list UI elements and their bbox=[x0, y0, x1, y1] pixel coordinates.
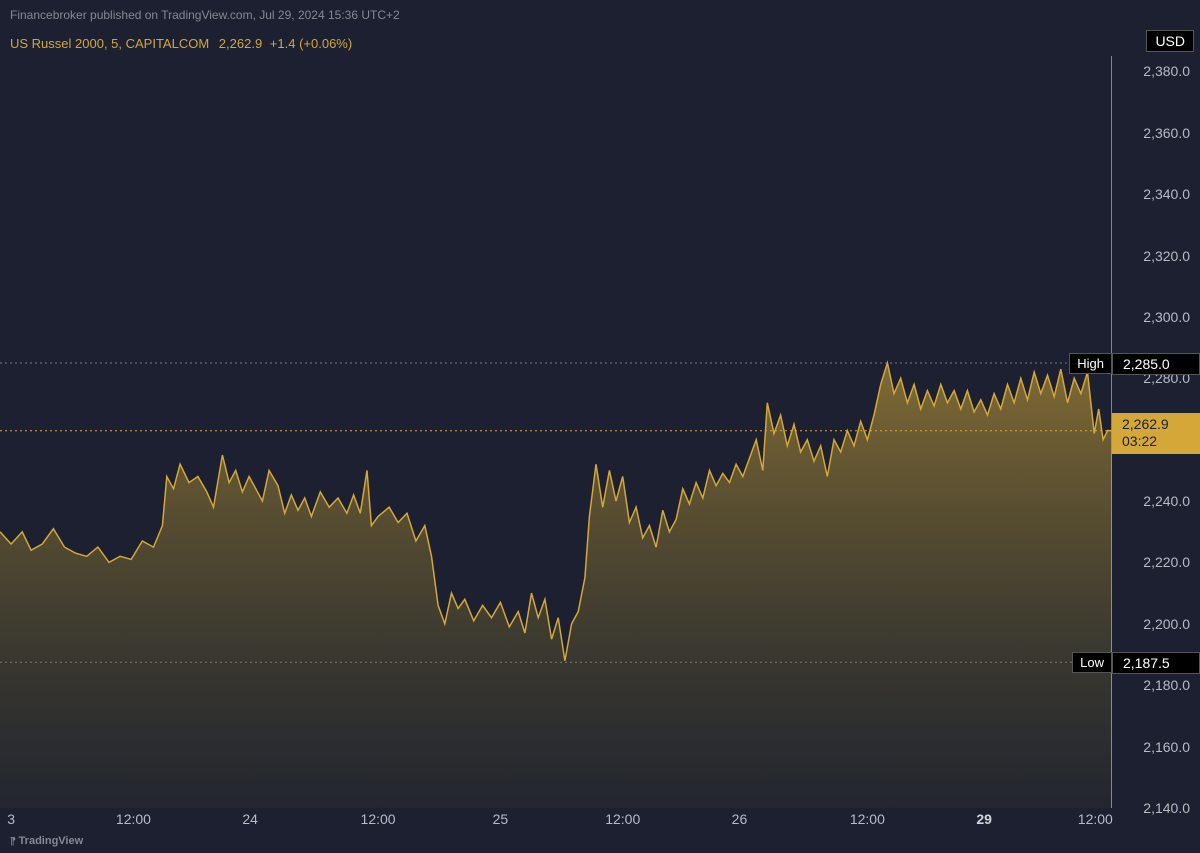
current-price-value: 2,262.9 bbox=[1122, 416, 1190, 434]
y-tick-label: 2,200.0 bbox=[1143, 616, 1190, 632]
high-value: 2,285.0 bbox=[1112, 353, 1200, 375]
y-tick-label: 2,320.0 bbox=[1143, 248, 1190, 264]
y-tick-label: 2,180.0 bbox=[1143, 677, 1190, 693]
countdown: 03:22 bbox=[1122, 433, 1190, 451]
y-tick-label: 2,220.0 bbox=[1143, 554, 1190, 570]
y-tick-label: 2,300.0 bbox=[1143, 309, 1190, 325]
x-tick-label: 12:00 bbox=[850, 811, 885, 827]
low-label: Low bbox=[1072, 652, 1112, 673]
y-tick-label: 2,380.0 bbox=[1143, 63, 1190, 79]
x-tick-label: 25 bbox=[493, 811, 509, 827]
low-value: 2,187.5 bbox=[1112, 652, 1200, 674]
high-label: High bbox=[1069, 353, 1112, 374]
x-axis: 3 12:00 24 12:00 25 12:00 26 12:00 29 12:00 bbox=[0, 811, 1112, 835]
y-tick-label: 2,240.0 bbox=[1143, 493, 1190, 509]
publish-info: Financebroker published on TradingView.c… bbox=[10, 8, 400, 22]
y-tick-label: 2,140.0 bbox=[1143, 800, 1190, 816]
x-tick-label: 3 bbox=[7, 811, 15, 827]
price-chart-svg bbox=[0, 28, 1112, 818]
current-price-badge: 2,262.9 03:22 bbox=[1112, 413, 1200, 454]
x-tick-label: 12:00 bbox=[361, 811, 396, 827]
y-tick-label: 2,360.0 bbox=[1143, 125, 1190, 141]
x-tick-label: 12:00 bbox=[1078, 811, 1113, 827]
x-tick-label: 29 bbox=[976, 811, 992, 827]
y-tick-label: 2,160.0 bbox=[1143, 739, 1190, 755]
x-tick-label: 12:00 bbox=[116, 811, 151, 827]
tradingview-logo: TradingView bbox=[10, 835, 83, 847]
x-tick-label: 12:00 bbox=[605, 811, 640, 827]
chart-area[interactable] bbox=[0, 28, 1112, 818]
y-tick-label: 2,340.0 bbox=[1143, 186, 1190, 202]
x-tick-label: 26 bbox=[732, 811, 748, 827]
x-tick-label: 24 bbox=[242, 811, 258, 827]
